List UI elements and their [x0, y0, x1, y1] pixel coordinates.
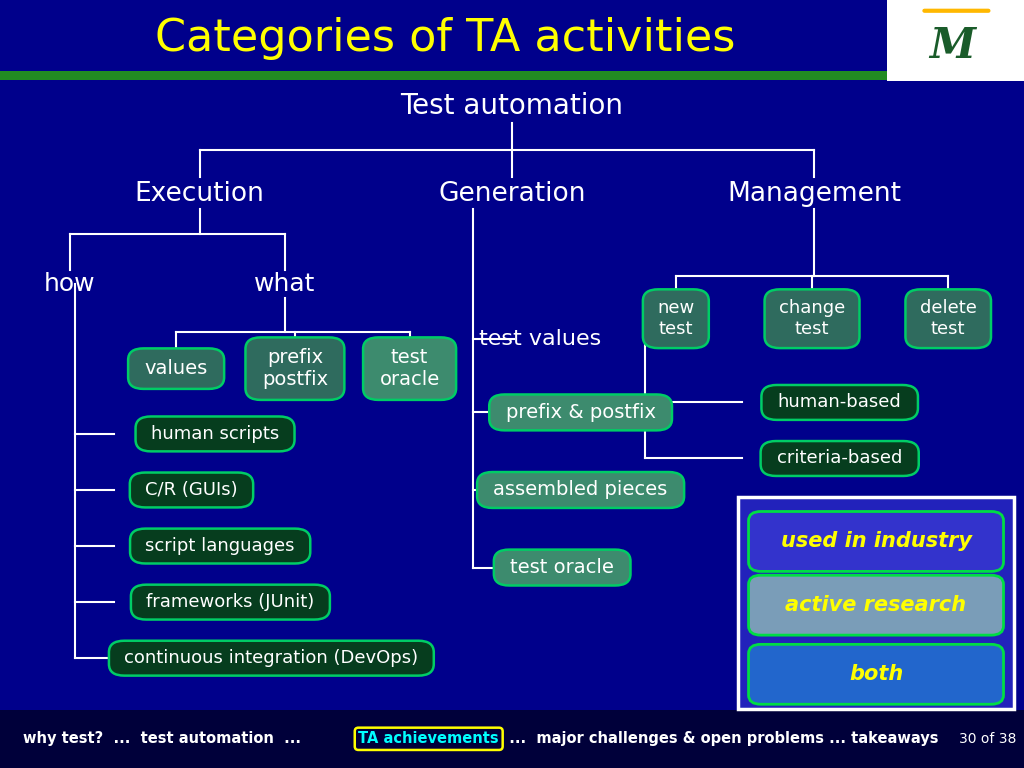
Text: Execution: Execution: [135, 180, 264, 207]
FancyBboxPatch shape: [749, 644, 1004, 704]
Text: script languages: script languages: [145, 537, 295, 555]
Text: what: what: [254, 272, 315, 296]
FancyBboxPatch shape: [131, 584, 330, 620]
Text: criteria-based: criteria-based: [777, 449, 902, 468]
Bar: [0, 71, 887, 80]
Text: test values: test values: [478, 329, 601, 349]
FancyBboxPatch shape: [643, 290, 709, 348]
FancyBboxPatch shape: [130, 528, 310, 564]
Text: Categories of TA activities: Categories of TA activities: [156, 17, 735, 60]
Bar: [0, 710, 1024, 768]
FancyBboxPatch shape: [109, 641, 434, 676]
Text: assembled pieces: assembled pieces: [494, 481, 668, 499]
FancyBboxPatch shape: [364, 337, 456, 400]
FancyBboxPatch shape: [762, 385, 918, 420]
Text: test oracle: test oracle: [510, 558, 614, 577]
Text: active research: active research: [785, 595, 967, 615]
FancyBboxPatch shape: [765, 290, 859, 348]
Text: change
test: change test: [779, 300, 845, 338]
Text: prefix
postfix: prefix postfix: [262, 348, 328, 389]
Bar: [887, 0, 1024, 81]
FancyBboxPatch shape: [749, 511, 1004, 571]
Bar: [0, 0, 1024, 72]
FancyBboxPatch shape: [738, 497, 1014, 709]
FancyBboxPatch shape: [246, 337, 344, 400]
FancyBboxPatch shape: [494, 550, 631, 585]
Text: prefix & postfix: prefix & postfix: [506, 403, 655, 422]
Text: human-based: human-based: [778, 393, 901, 412]
FancyBboxPatch shape: [135, 416, 295, 452]
FancyBboxPatch shape: [130, 472, 253, 508]
FancyBboxPatch shape: [477, 472, 684, 508]
FancyBboxPatch shape: [749, 575, 1004, 635]
Text: 30 of 38: 30 of 38: [959, 732, 1017, 746]
Text: used in industry: used in industry: [780, 531, 972, 551]
Text: Test automation: Test automation: [400, 92, 624, 120]
Text: frameworks (JUnit): frameworks (JUnit): [146, 593, 314, 611]
Text: both: both: [849, 664, 903, 684]
Text: Management: Management: [727, 180, 901, 207]
Text: human scripts: human scripts: [151, 425, 280, 443]
Text: how: how: [44, 272, 95, 296]
Text: M: M: [929, 25, 976, 67]
Text: Generation: Generation: [438, 180, 586, 207]
Text: values: values: [144, 359, 208, 378]
FancyBboxPatch shape: [128, 349, 224, 389]
Text: continuous integration (DevOps): continuous integration (DevOps): [124, 649, 419, 667]
Text: new
test: new test: [657, 300, 694, 338]
Text: delete
test: delete test: [920, 300, 977, 338]
FancyBboxPatch shape: [761, 441, 919, 476]
Text: test
oracle: test oracle: [380, 348, 439, 389]
FancyBboxPatch shape: [489, 395, 672, 430]
Text: why test?  ...  test automation  ...: why test? ... test automation ...: [23, 731, 310, 746]
FancyBboxPatch shape: [905, 290, 991, 348]
Text: ...  major challenges & open problems ... takeaways: ... major challenges & open problems ...…: [499, 731, 938, 746]
Text: TA achievements: TA achievements: [358, 731, 499, 746]
Text: C/R (GUIs): C/R (GUIs): [145, 481, 238, 499]
